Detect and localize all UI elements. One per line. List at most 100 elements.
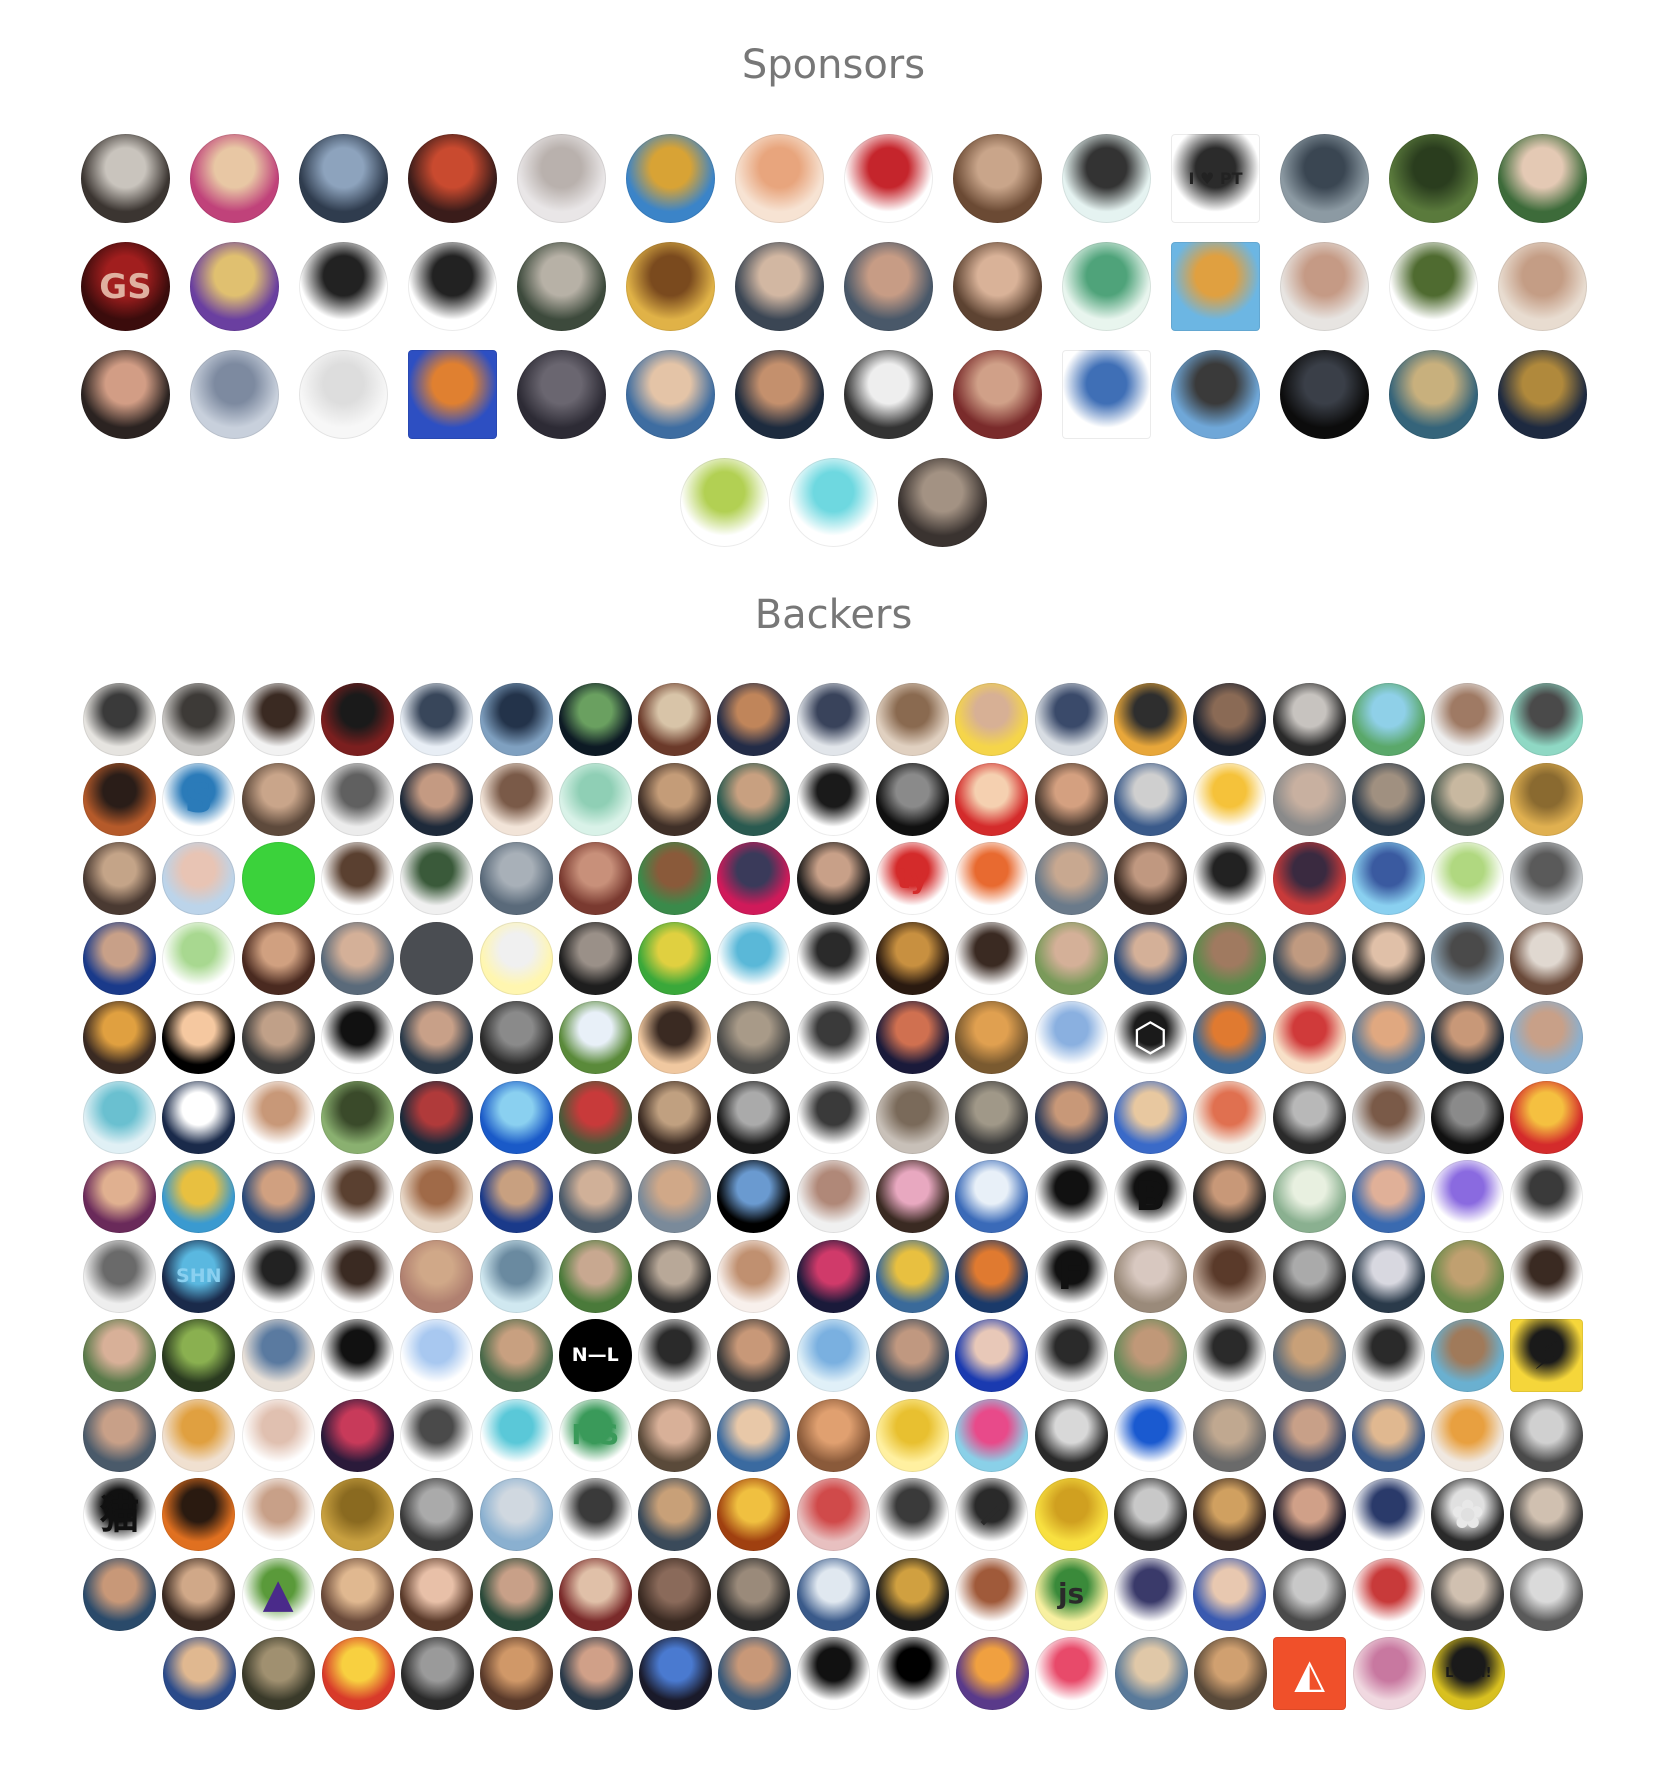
backer-avatar[interactable]: [162, 1478, 236, 1551]
backer-avatar[interactable]: [1510, 842, 1584, 915]
backer-avatar[interactable]: [1193, 921, 1267, 995]
backer-avatar[interactable]: [1034, 842, 1108, 915]
backer-avatar[interactable]: [479, 1239, 553, 1313]
backer-avatar[interactable]: [1034, 1001, 1108, 1074]
backer-avatar[interactable]: [320, 921, 394, 995]
backer-avatar[interactable]: [1193, 1557, 1267, 1631]
backer-avatar[interactable]: [955, 842, 1029, 915]
sponsor-avatar[interactable]: [1280, 134, 1369, 223]
backer-avatar[interactable]: ✿: [1431, 1478, 1505, 1551]
backer-avatar[interactable]: [83, 1160, 156, 1233]
backer-avatar[interactable]: [638, 1001, 712, 1074]
backer-avatar[interactable]: [1510, 1160, 1584, 1233]
backer-avatar[interactable]: [558, 1478, 632, 1551]
sponsor-avatar[interactable]: [1389, 134, 1478, 223]
backer-avatar[interactable]: [162, 1160, 236, 1233]
backer-avatar[interactable]: [955, 1001, 1029, 1074]
backer-avatar[interactable]: [796, 1319, 870, 1392]
backer-avatar[interactable]: [1193, 683, 1267, 756]
backer-avatar[interactable]: [479, 1160, 553, 1233]
backer-avatar[interactable]: [876, 1001, 949, 1074]
backer-avatar[interactable]: [796, 1398, 870, 1472]
backer-avatar[interactable]: [1193, 1478, 1267, 1551]
backer-avatar[interactable]: [1272, 683, 1346, 756]
sponsor-avatar[interactable]: [844, 134, 933, 223]
backer-avatar[interactable]: [320, 1478, 394, 1551]
backer-avatar[interactable]: [955, 1239, 1029, 1313]
backer-avatar[interactable]: [876, 762, 949, 836]
sponsor-avatar[interactable]: [1498, 134, 1587, 223]
backer-avatar[interactable]: [320, 1319, 394, 1392]
sponsor-avatar[interactable]: [1062, 134, 1151, 223]
backer-avatar[interactable]: [83, 921, 156, 995]
backer-avatar[interactable]: [558, 921, 632, 995]
backer-avatar[interactable]: ↗: [955, 1478, 1029, 1551]
backer-avatar[interactable]: [83, 1557, 156, 1631]
sponsor-avatar[interactable]: [953, 134, 1042, 223]
backer-avatar[interactable]: [1351, 1001, 1425, 1074]
backer-avatar[interactable]: [1113, 1080, 1187, 1154]
sponsor-avatar[interactable]: [299, 350, 388, 439]
backer-avatar[interactable]: [717, 1001, 791, 1074]
backer-avatar[interactable]: [1034, 683, 1108, 756]
backer-avatar[interactable]: [955, 1557, 1029, 1631]
backer-avatar[interactable]: [876, 1398, 949, 1472]
sponsor-avatar[interactable]: [190, 242, 279, 331]
backer-avatar[interactable]: [1272, 842, 1346, 915]
backer-avatar[interactable]: [83, 1319, 156, 1392]
backer-avatar[interactable]: [796, 1557, 870, 1631]
backer-avatar[interactable]: [796, 1478, 870, 1551]
backer-avatar[interactable]: [83, 1239, 156, 1313]
backer-avatar[interactable]: MS: [558, 1398, 632, 1472]
backer-avatar[interactable]: [1431, 1319, 1505, 1392]
backer-avatar[interactable]: [241, 762, 315, 836]
backer-avatar[interactable]: [1351, 921, 1425, 995]
backer-avatar[interactable]: ty: [876, 842, 949, 915]
backer-avatar[interactable]: [1431, 1001, 1505, 1074]
backer-avatar[interactable]: [1113, 842, 1187, 915]
backer-avatar[interactable]: [479, 1398, 553, 1472]
backer-avatar[interactable]: [1510, 1239, 1584, 1313]
sponsor-avatar[interactable]: [1498, 350, 1587, 439]
backer-avatar[interactable]: [162, 1001, 236, 1074]
backer-avatar[interactable]: [1113, 1239, 1187, 1313]
sponsor-avatar[interactable]: [1498, 242, 1587, 331]
sponsor-avatar[interactable]: [1280, 350, 1369, 439]
backer-avatar[interactable]: [1034, 921, 1108, 995]
backer-avatar[interactable]: [400, 1319, 474, 1392]
backer-avatar[interactable]: [320, 1080, 394, 1154]
backer-avatar[interactable]: [1351, 1319, 1425, 1392]
backer-avatar[interactable]: [638, 842, 712, 915]
backer-avatar[interactable]: [717, 1478, 791, 1551]
backer-avatar[interactable]: [1193, 1319, 1267, 1392]
backer-avatar[interactable]: [876, 1478, 949, 1551]
backer-avatar[interactable]: [558, 1001, 632, 1074]
sponsor-avatar[interactable]: [517, 242, 606, 331]
backer-avatar[interactable]: [1431, 762, 1505, 836]
backer-avatar[interactable]: [1114, 1637, 1188, 1710]
backer-avatar[interactable]: [320, 1239, 394, 1313]
backer-avatar[interactable]: [717, 1239, 791, 1313]
backer-avatar[interactable]: [480, 1637, 554, 1710]
sponsor-avatar[interactable]: [953, 350, 1042, 439]
sponsor-avatar[interactable]: [190, 134, 279, 223]
backer-avatar[interactable]: [876, 683, 949, 756]
backer-avatar[interactable]: [1193, 842, 1267, 915]
backer-avatar[interactable]: [400, 1557, 474, 1631]
backer-avatar[interactable]: [1272, 762, 1346, 836]
backer-avatar[interactable]: ⚡: [1510, 1319, 1584, 1392]
backer-avatar[interactable]: [83, 1080, 156, 1154]
backer-avatar[interactable]: [1193, 1239, 1267, 1313]
sponsor-avatar[interactable]: [1389, 242, 1478, 331]
backer-avatar[interactable]: [638, 1239, 712, 1313]
backer-avatar[interactable]: [479, 921, 553, 995]
backer-avatar[interactable]: [400, 921, 474, 995]
sponsor-avatar[interactable]: [789, 458, 878, 547]
backer-avatar[interactable]: [797, 1637, 871, 1710]
sponsor-avatar[interactable]: [626, 134, 715, 223]
backer-avatar[interactable]: [1113, 1398, 1187, 1472]
backer-avatar[interactable]: [638, 1160, 712, 1233]
backer-avatar[interactable]: [400, 1001, 474, 1074]
backer-avatar[interactable]: [162, 683, 236, 756]
sponsor-avatar[interactable]: [517, 134, 606, 223]
